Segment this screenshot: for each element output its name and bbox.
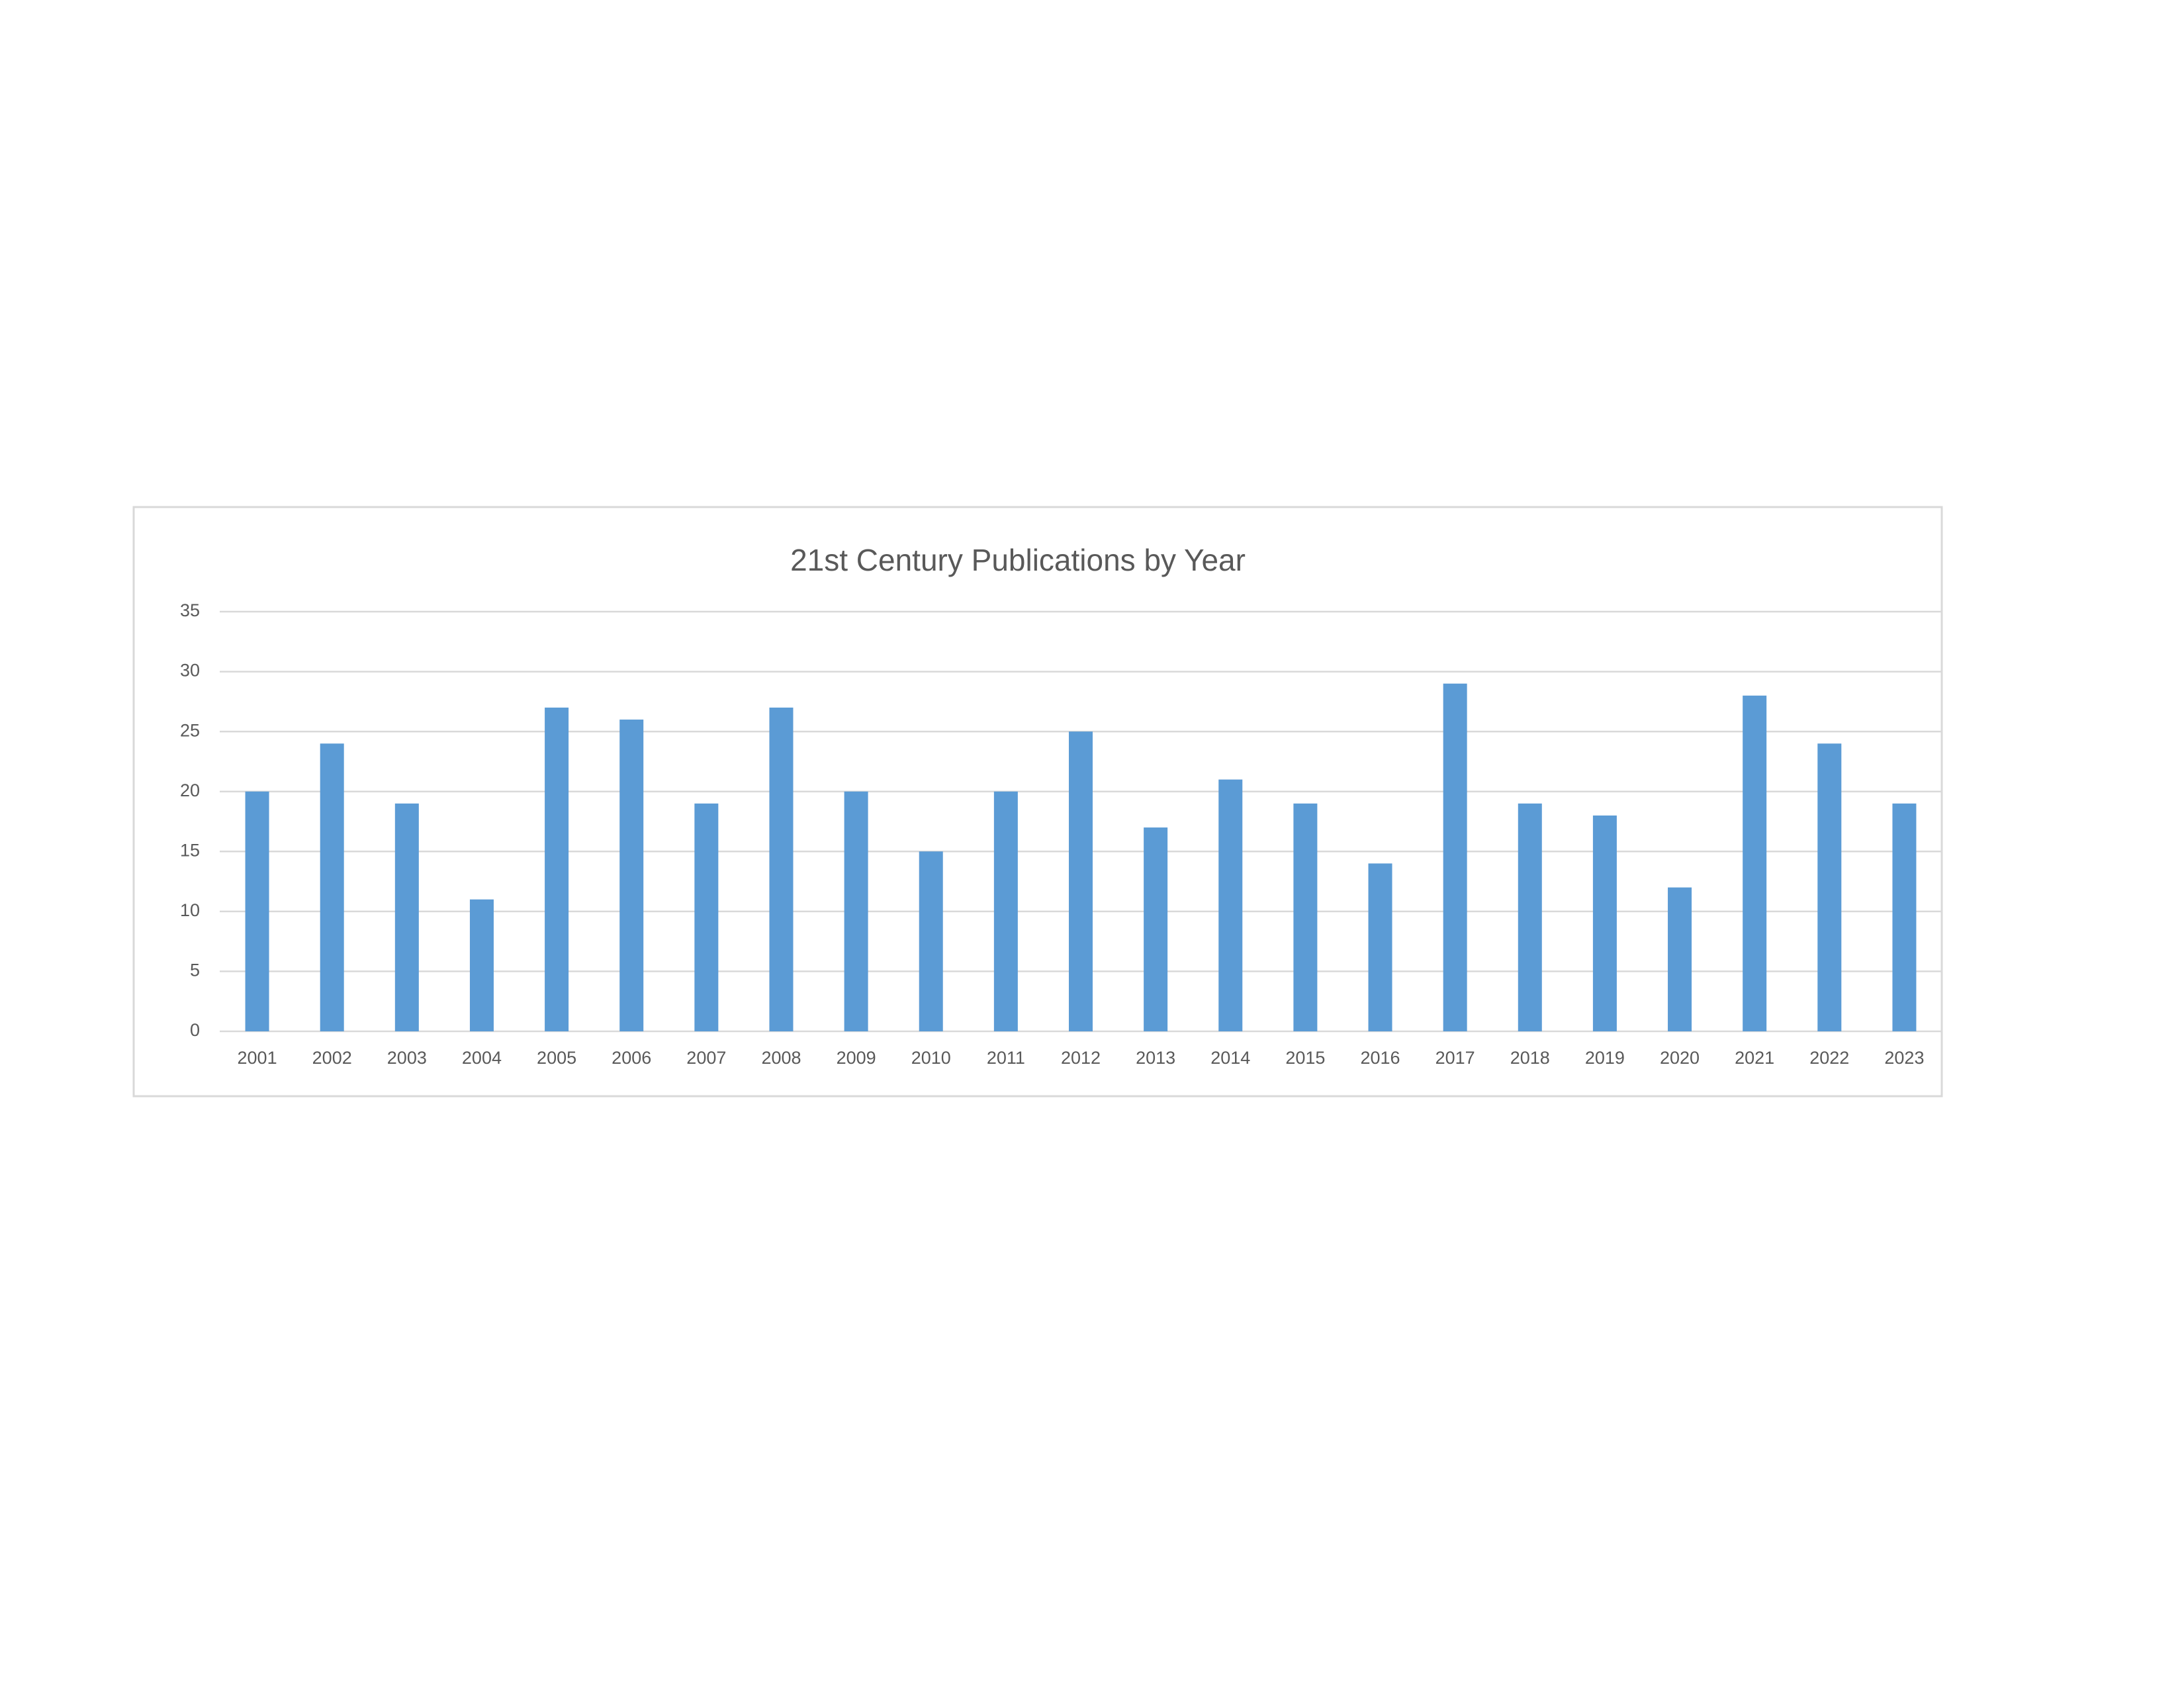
bar	[545, 707, 569, 1031]
bar	[245, 791, 269, 1031]
y-tick-label: 0	[190, 1020, 200, 1040]
y-tick-label: 10	[180, 900, 200, 920]
x-tick-label: 2016	[1360, 1048, 1400, 1068]
x-tick-label: 2002	[312, 1048, 352, 1068]
x-tick-label: 2001	[238, 1048, 277, 1068]
x-tick-label: 2009	[837, 1048, 876, 1068]
bar	[1892, 803, 1917, 1031]
bar	[394, 803, 419, 1031]
x-tick-label: 2008	[761, 1048, 801, 1068]
x-tick-label: 2003	[387, 1048, 427, 1068]
x-tick-label: 2022	[1809, 1048, 1849, 1068]
bar	[919, 851, 943, 1031]
chart-frame	[132, 506, 1943, 1098]
x-tick-label: 2018	[1510, 1048, 1550, 1068]
y-tick-label: 35	[180, 600, 200, 620]
x-tick-label: 2017	[1435, 1048, 1475, 1068]
x-tick-label: 2021	[1735, 1048, 1774, 1068]
bar	[1293, 803, 1318, 1031]
x-tick-label: 2005	[537, 1048, 576, 1068]
bar	[1443, 683, 1467, 1031]
x-tick-label: 2019	[1585, 1048, 1625, 1068]
y-tick-label: 15	[180, 840, 200, 860]
y-tick-label: 5	[190, 961, 200, 980]
x-tick-label: 2004	[462, 1048, 502, 1068]
bar	[993, 791, 1018, 1031]
bar	[1144, 827, 1168, 1031]
bar	[1069, 731, 1093, 1031]
x-tick-label: 2014	[1210, 1048, 1250, 1068]
x-tick-label: 2020	[1660, 1048, 1700, 1068]
bar	[769, 707, 794, 1031]
bar	[1368, 863, 1392, 1031]
bar	[1817, 743, 1842, 1031]
bar	[469, 899, 494, 1031]
bar	[1518, 803, 1542, 1031]
x-tick-label: 2013	[1136, 1048, 1175, 1068]
x-tick-label: 2023	[1884, 1048, 1924, 1068]
bar	[320, 743, 344, 1031]
bar	[1668, 887, 1692, 1031]
x-tick-label: 2007	[686, 1048, 726, 1068]
y-tick-label: 30	[180, 661, 200, 680]
x-tick-label: 2010	[911, 1048, 951, 1068]
x-tick-label: 2015	[1285, 1048, 1325, 1068]
x-tick-label: 2011	[987, 1048, 1025, 1068]
bar	[844, 791, 868, 1031]
bar	[1743, 695, 1767, 1031]
bar	[619, 720, 644, 1031]
chart-title: 21st Century Publications by Year	[790, 543, 1246, 577]
bar	[1218, 779, 1243, 1031]
y-tick-label: 25	[180, 720, 200, 740]
y-tick-label: 20	[180, 780, 200, 800]
x-tick-label: 2006	[612, 1048, 651, 1068]
bar	[694, 803, 719, 1031]
bar	[1592, 815, 1617, 1031]
x-tick-label: 2012	[1061, 1048, 1101, 1068]
